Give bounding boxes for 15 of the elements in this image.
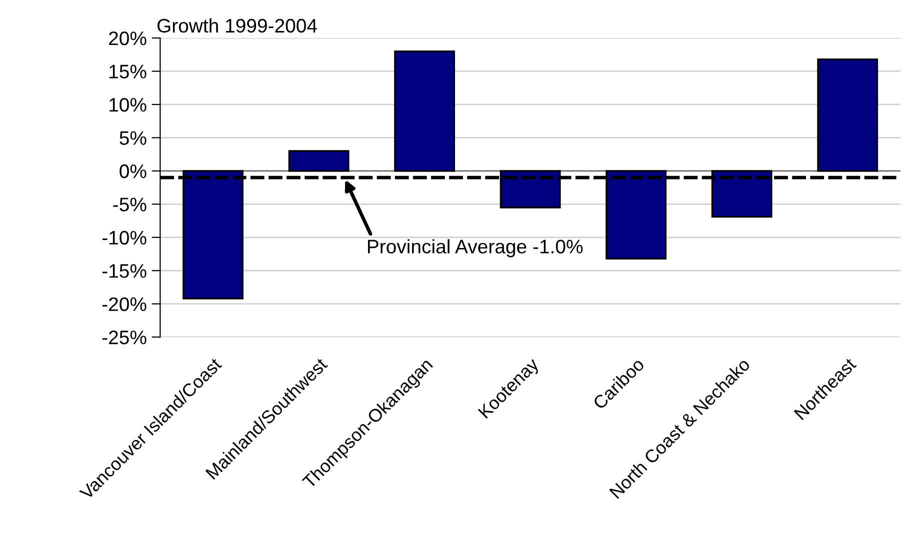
bar xyxy=(288,150,350,172)
y-tick-label: 20% xyxy=(109,31,146,46)
y-tick-label: 10% xyxy=(110,98,146,112)
bar xyxy=(394,50,456,172)
bar xyxy=(817,58,878,172)
y-tick-label: 0% xyxy=(120,164,146,178)
y-tick-label: 15% xyxy=(110,64,146,78)
y-tick-label: -5% xyxy=(113,198,146,212)
y-tick-label: -25% xyxy=(102,330,146,344)
y-tick-label: -20% xyxy=(102,297,146,312)
y-tick-label: -15% xyxy=(102,264,146,278)
ref-line-label: Provincial Average -1.0% xyxy=(368,239,583,258)
chart-title: Growth 1999-2004 xyxy=(157,18,317,33)
y-tick-label: -10% xyxy=(102,230,146,245)
y-tick-label: 5% xyxy=(120,131,146,145)
